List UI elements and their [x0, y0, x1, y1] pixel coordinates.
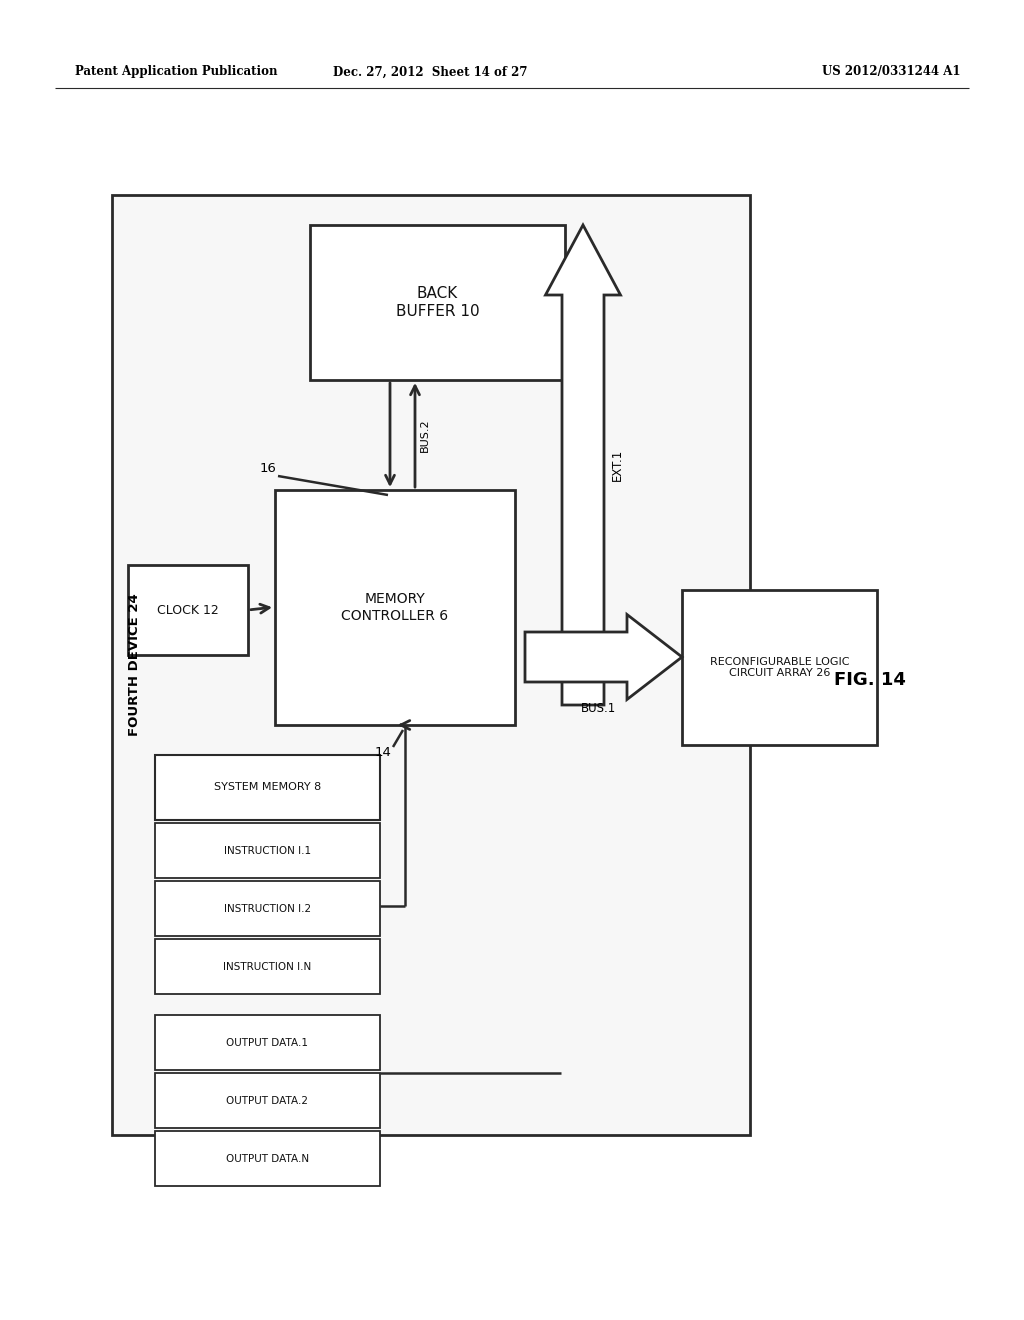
Text: SYSTEM MEMORY 8: SYSTEM MEMORY 8 — [214, 783, 322, 792]
Text: 16: 16 — [259, 462, 276, 474]
Text: 14: 14 — [375, 747, 391, 759]
Bar — [310, 224, 565, 380]
Text: FIG. 14: FIG. 14 — [835, 671, 906, 689]
Text: INSTRUCTION I.2: INSTRUCTION I.2 — [224, 903, 311, 913]
Bar — [128, 565, 248, 655]
Bar — [155, 755, 380, 820]
Text: BUS.2: BUS.2 — [420, 418, 430, 451]
Text: Dec. 27, 2012  Sheet 14 of 27: Dec. 27, 2012 Sheet 14 of 27 — [333, 66, 527, 78]
Text: FOURTH DEVICE 24: FOURTH DEVICE 24 — [128, 594, 140, 737]
Polygon shape — [546, 224, 621, 705]
Polygon shape — [525, 615, 682, 700]
Text: OUTPUT DATA.1: OUTPUT DATA.1 — [226, 1038, 308, 1048]
Text: MEMORY
CONTROLLER 6: MEMORY CONTROLLER 6 — [341, 593, 449, 623]
Text: INSTRUCTION I.N: INSTRUCTION I.N — [223, 961, 311, 972]
Bar — [155, 1131, 380, 1185]
Text: BACK
BUFFER 10: BACK BUFFER 10 — [395, 286, 479, 318]
Text: OUTPUT DATA.2: OUTPUT DATA.2 — [226, 1096, 308, 1106]
Bar — [275, 490, 515, 725]
Text: OUTPUT DATA.N: OUTPUT DATA.N — [226, 1154, 309, 1163]
Text: US 2012/0331244 A1: US 2012/0331244 A1 — [821, 66, 961, 78]
Text: CLOCK 12: CLOCK 12 — [157, 603, 219, 616]
Bar — [112, 195, 750, 1135]
Bar — [682, 590, 877, 744]
Text: EXT.1: EXT.1 — [611, 449, 624, 480]
Bar — [155, 1015, 380, 1071]
Text: Patent Application Publication: Patent Application Publication — [75, 66, 278, 78]
Bar — [155, 939, 380, 994]
Text: INSTRUCTION I.1: INSTRUCTION I.1 — [224, 846, 311, 855]
Text: RECONFIGURABLE LOGIC
CIRCUIT ARRAY 26: RECONFIGURABLE LOGIC CIRCUIT ARRAY 26 — [710, 657, 849, 678]
Text: BUS.1: BUS.1 — [581, 702, 615, 715]
Bar — [155, 880, 380, 936]
Bar — [155, 1073, 380, 1129]
Bar — [155, 822, 380, 878]
